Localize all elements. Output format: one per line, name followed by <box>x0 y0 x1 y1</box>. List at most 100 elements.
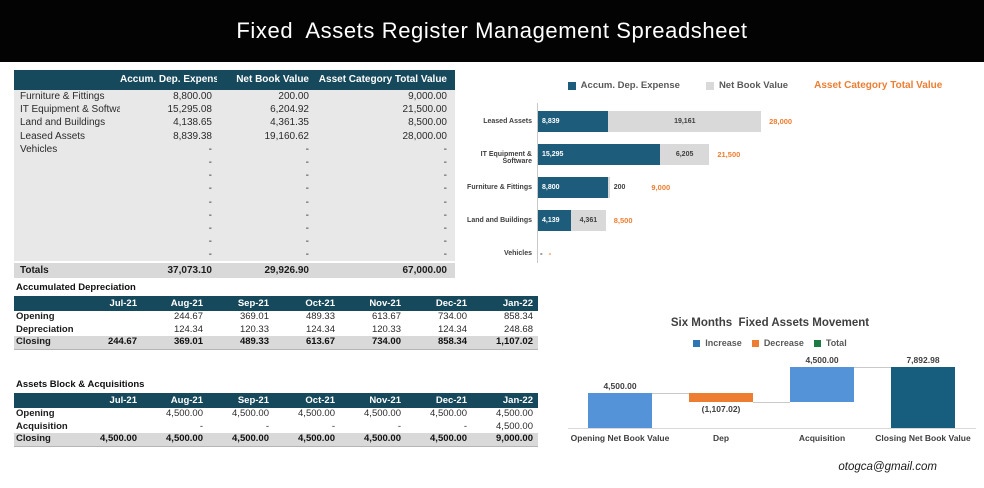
column-header[interactable]: Nov-21 <box>369 298 401 309</box>
cell-value[interactable]: 4,500.00 <box>100 433 137 444</box>
cell-value[interactable]: 489.33 <box>305 311 335 322</box>
cell-value[interactable] <box>76 324 142 337</box>
cell-value[interactable]: 858.34 <box>437 336 467 347</box>
row-label[interactable]: Closing <box>16 433 51 444</box>
column-header[interactable]: Net Book Value <box>236 74 309 85</box>
column-header[interactable] <box>14 70 120 90</box>
cell-value[interactable]: - <box>443 222 447 234</box>
totals-value[interactable]: 37,073.10 <box>167 265 213 277</box>
cell-value[interactable]: 4,500.00 <box>298 433 335 444</box>
column-header[interactable]: Jul-21 <box>109 395 137 406</box>
cell-value[interactable]: - <box>305 236 309 248</box>
row-label[interactable]: Opening <box>16 408 55 419</box>
cell-value[interactable]: - <box>443 209 447 221</box>
cell-value[interactable]: 4,500.00 <box>430 408 467 419</box>
row-label[interactable] <box>14 209 120 222</box>
cell-value[interactable]: 124.34 <box>437 323 467 335</box>
cell-value[interactable]: 613.67 <box>305 336 335 347</box>
row-label[interactable] <box>14 156 120 169</box>
net-book-value-bar[interactable]: 4,361 <box>570 210 606 231</box>
legend-item[interactable]: Increase <box>693 338 742 348</box>
net-book-value-bar[interactable] <box>608 177 610 198</box>
cell-value[interactable]: - <box>265 420 269 432</box>
column-header[interactable]: Aug-21 <box>170 395 203 406</box>
cell-value[interactable]: 369.01 <box>173 336 203 347</box>
cell-value[interactable] <box>76 408 142 421</box>
column-header[interactable]: Asset Category Total Value <box>318 74 447 85</box>
column-header[interactable]: Dec-21 <box>435 395 467 406</box>
totals-value[interactable]: 67,000.00 <box>402 265 448 277</box>
cell-value[interactable]: - <box>463 420 467 432</box>
cell-value[interactable]: 28,000.00 <box>402 130 448 142</box>
row-label[interactable]: Vehicles <box>20 143 58 155</box>
column-header[interactable]: Sep-21 <box>237 298 269 309</box>
net-book-value-bar[interactable]: 6,205 <box>659 144 710 165</box>
waterfall-bar[interactable] <box>790 366 854 402</box>
cell-value[interactable]: - <box>208 143 212 155</box>
column-header[interactable]: Jul-21 <box>109 298 137 309</box>
accum-dep-expense-bar[interactable]: 15,295 <box>538 144 660 165</box>
row-label[interactable]: Opening <box>16 311 55 322</box>
cell-value[interactable]: 4,500.00 <box>364 408 401 419</box>
column-header[interactable]: Oct-21 <box>305 395 335 406</box>
cell-value[interactable]: 4,138.65 <box>173 117 212 129</box>
legend-item[interactable]: Decrease <box>751 338 804 348</box>
column-header[interactable]: Nov-21 <box>369 395 401 406</box>
cell-value[interactable]: 4,500.00 <box>166 408 203 419</box>
cell-value[interactable]: 244.67 <box>173 311 203 322</box>
cell-value[interactable]: 8,500.00 <box>408 117 447 129</box>
cell-value[interactable]: - <box>208 249 212 261</box>
cell-value[interactable]: - <box>208 196 212 208</box>
row-label[interactable]: Closing <box>16 336 51 347</box>
cell-value[interactable]: 613.67 <box>371 311 401 322</box>
cell-value[interactable]: 4,500.00 <box>496 408 533 419</box>
cell-value[interactable]: 1,107.02 <box>496 336 533 347</box>
cell-value[interactable]: - <box>443 249 447 261</box>
cell-value[interactable]: - <box>305 143 309 155</box>
row-label[interactable] <box>14 235 120 248</box>
row-label[interactable]: Acquisition <box>16 420 68 432</box>
cell-value[interactable]: 19,160.62 <box>264 130 310 142</box>
row-label[interactable] <box>14 222 120 235</box>
column-header[interactable]: Oct-21 <box>305 298 335 309</box>
row-label[interactable]: Depreciation <box>16 323 74 335</box>
cell-value[interactable]: 120.33 <box>371 323 401 335</box>
cell-value[interactable]: 15,295.08 <box>167 104 213 116</box>
cell-value[interactable]: 8,839.38 <box>173 130 212 142</box>
cell-value[interactable]: - <box>443 156 447 168</box>
cell-value[interactable]: 21,500.00 <box>402 104 448 116</box>
asset-category-bar-chart[interactable]: Accum. Dep. Expense Net Book Value Asset C… <box>456 76 984 272</box>
cell-value[interactable]: 4,500.00 <box>232 433 269 444</box>
cell-value[interactable]: 8,800.00 <box>173 91 212 102</box>
row-label[interactable]: Land and Buildings <box>20 117 106 129</box>
legend-item[interactable]: Accum. Dep. Expense <box>567 80 680 91</box>
cell-value[interactable]: - <box>397 420 401 432</box>
legend-item[interactable]: Net Book Value <box>705 80 788 91</box>
cell-value[interactable]: 4,500.00 <box>166 433 203 444</box>
column-header[interactable]: Dec-21 <box>435 298 467 309</box>
cell-value[interactable]: 4,500.00 <box>232 408 269 419</box>
cell-value[interactable]: - <box>443 143 447 155</box>
legend-item[interactable]: Total <box>813 338 847 348</box>
waterfall-bar[interactable] <box>891 366 955 428</box>
cell-value[interactable]: - <box>305 183 309 195</box>
legend-item[interactable]: Asset Category Total Value <box>814 80 942 91</box>
column-header[interactable] <box>14 393 76 408</box>
column-header[interactable]: Sep-21 <box>237 395 269 406</box>
cell-value[interactable]: - <box>443 183 447 195</box>
cell-value[interactable]: 4,500.00 <box>430 433 467 444</box>
cell-value[interactable]: 9,000.00 <box>496 433 533 444</box>
cell-value[interactable]: - <box>305 156 309 168</box>
accum-dep-expense-bar[interactable]: 8,800 <box>538 177 609 198</box>
column-header[interactable]: Aug-21 <box>170 298 203 309</box>
row-label[interactable]: Furniture & Fittings <box>20 91 105 102</box>
accum-dep-expense-bar[interactable]: 4,139 <box>538 210 571 231</box>
cell-value[interactable]: - <box>305 249 309 261</box>
assets-movement-waterfall-chart[interactable]: Six Months Fixed Assets Movement Increas… <box>556 313 984 458</box>
cell-value[interactable]: 489.33 <box>239 336 269 347</box>
cell-value[interactable]: - <box>305 209 309 221</box>
column-header[interactable]: Accum. Dep. Expense <box>120 74 217 85</box>
cell-value[interactable]: 6,204.92 <box>270 104 309 116</box>
cell-value[interactable]: - <box>199 420 203 432</box>
cell-value[interactable]: 248.68 <box>503 323 533 335</box>
